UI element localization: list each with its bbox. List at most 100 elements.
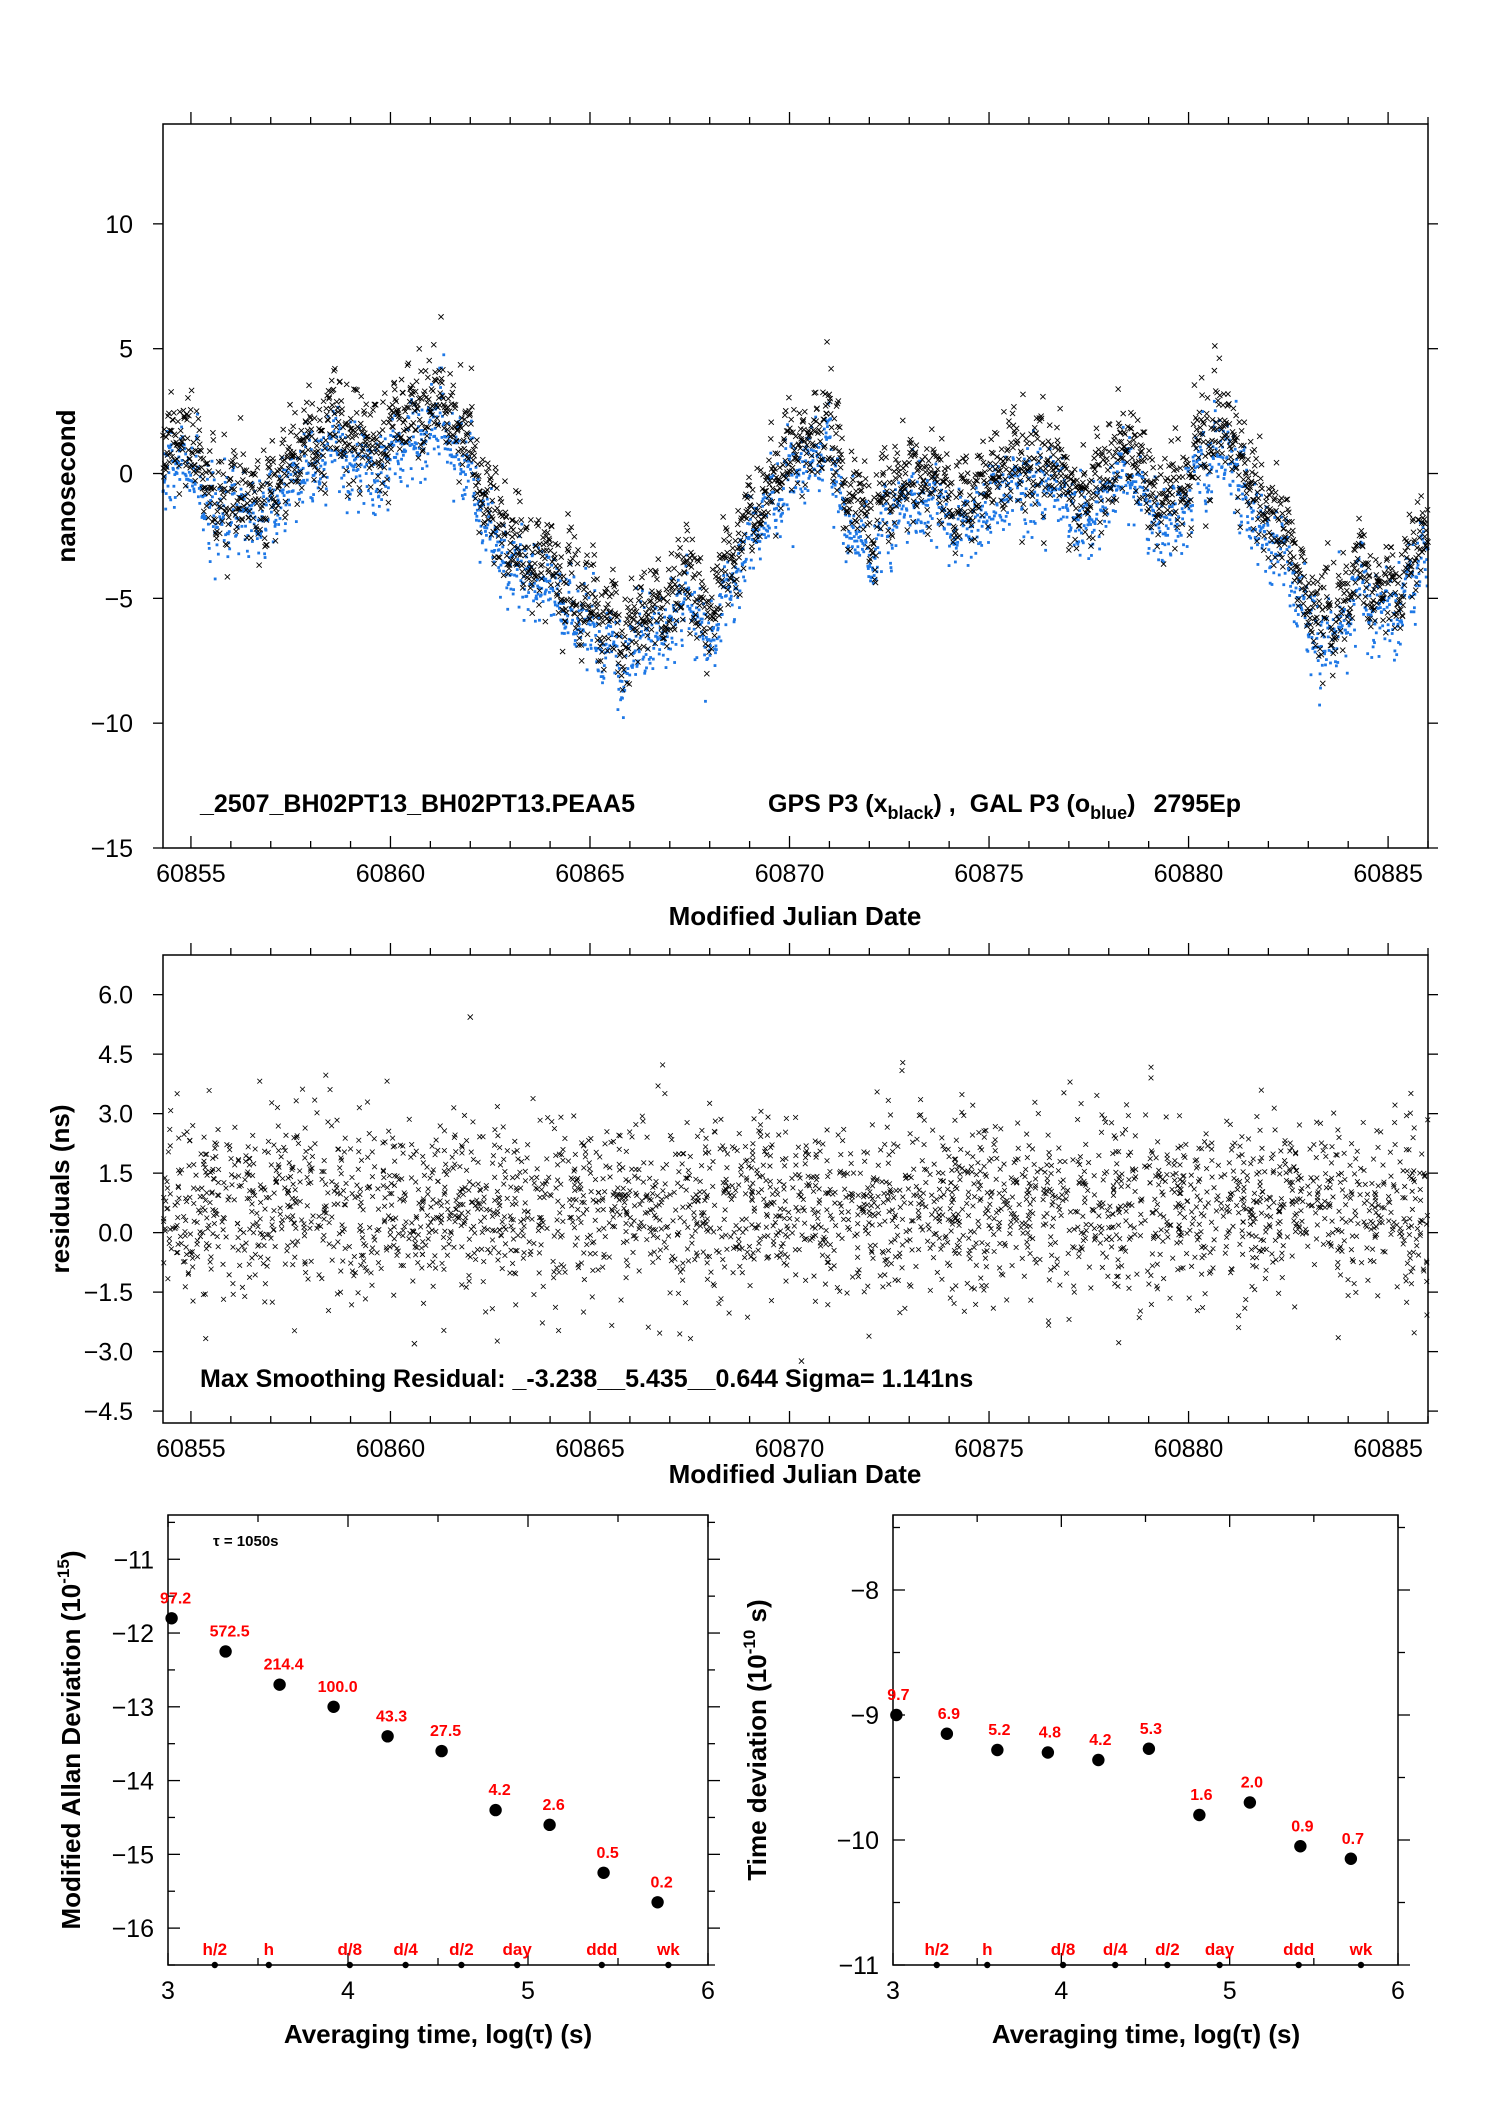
- gal-point: [851, 545, 854, 549]
- gps-point: [511, 543, 518, 550]
- gps-point: [524, 570, 531, 576]
- gal-point: [437, 452, 441, 456]
- gps-point: [234, 498, 241, 504]
- gal-point: [287, 490, 291, 494]
- gal-point: [587, 596, 591, 600]
- gal-point: [301, 466, 305, 470]
- gal-point: [246, 534, 250, 537]
- gps-point: [206, 448, 213, 455]
- gal-point: [626, 667, 630, 671]
- gal-point: [560, 619, 564, 623]
- gal-point: [964, 533, 968, 537]
- gal-point: [1175, 529, 1179, 532]
- gps-point: [532, 560, 538, 567]
- gal-point: [661, 653, 665, 657]
- gal-point: [829, 417, 833, 421]
- gal-point: [499, 595, 502, 599]
- gal-point: [1223, 471, 1227, 475]
- gal-point: [407, 440, 411, 444]
- gal-point: [275, 532, 279, 536]
- gal-point: [1023, 493, 1027, 497]
- gal-point: [604, 656, 608, 660]
- gal-point: [477, 499, 481, 503]
- gal-point: [444, 435, 447, 439]
- gal-point: [894, 544, 898, 548]
- gps-point: [351, 447, 358, 454]
- gal-point: [816, 464, 820, 468]
- gal-point: [1081, 541, 1085, 545]
- gal-point: [301, 500, 305, 504]
- gal-point: [442, 353, 446, 357]
- gal-point: [163, 478, 167, 482]
- gps-point: [468, 365, 475, 372]
- gps-point: [438, 313, 444, 320]
- gps-point: [484, 460, 491, 467]
- gal-point: [382, 481, 386, 485]
- gal-point: [724, 623, 728, 627]
- gal-point: [803, 501, 807, 505]
- gal-point: [376, 473, 380, 476]
- gal-point: [574, 644, 578, 648]
- gps-point: [454, 426, 461, 433]
- gal-point: [914, 531, 918, 534]
- gal-point: [1098, 547, 1102, 551]
- gal-point: [880, 570, 883, 574]
- gal-point: [1043, 507, 1047, 511]
- gal-point: [853, 548, 857, 552]
- gps-point: [507, 556, 514, 563]
- gps-point: [530, 567, 537, 573]
- gal-point: [599, 675, 603, 679]
- gal-point: [336, 453, 340, 457]
- gps-point: [263, 517, 270, 523]
- gal-point: [573, 639, 577, 642]
- gal-point: [173, 496, 177, 499]
- gal-point: [1068, 523, 1072, 527]
- gal-point: [231, 508, 235, 512]
- gps-point: [244, 490, 251, 497]
- gal-point: [604, 642, 608, 646]
- gal-point: [1029, 520, 1033, 523]
- gal-point: [1251, 517, 1254, 521]
- gps-point: [196, 427, 203, 434]
- gps-point: [218, 458, 225, 465]
- gps-point: [568, 524, 575, 531]
- gps-point: [266, 474, 273, 480]
- gps-point: [312, 437, 319, 444]
- gal-point: [645, 666, 648, 670]
- gal-point: [307, 462, 310, 466]
- gal-point: [1163, 515, 1166, 519]
- gal-point: [341, 432, 345, 436]
- gal-point: [1056, 498, 1060, 502]
- gal-point: [500, 559, 504, 563]
- gal-point: [548, 579, 552, 583]
- gal-point: [1236, 462, 1239, 466]
- gal-point: [807, 451, 810, 455]
- gal-point: [1367, 620, 1370, 624]
- gal-point: [1133, 485, 1137, 489]
- gal-point: [473, 503, 477, 507]
- gps-point: [391, 379, 398, 386]
- gps-point: [351, 445, 358, 452]
- gps-point: [430, 341, 437, 348]
- gal-point: [901, 504, 905, 508]
- gal-point: [1251, 529, 1255, 533]
- gal-point: [1096, 487, 1100, 491]
- gal-point: [176, 466, 180, 470]
- gps-point: [563, 580, 570, 587]
- gal-point: [544, 577, 548, 581]
- gal-point: [311, 499, 315, 503]
- gal-point: [276, 513, 280, 517]
- gal-point: [447, 435, 451, 439]
- gal-point: [1283, 571, 1287, 575]
- gps-point: [450, 433, 457, 439]
- gal-point: [652, 646, 656, 650]
- gps-point: [289, 453, 296, 460]
- gps-point: [429, 388, 436, 394]
- gal-point: [524, 567, 527, 571]
- gal-point: [1102, 509, 1106, 513]
- gal-point: [1087, 520, 1091, 524]
- gal-point: [1335, 647, 1339, 651]
- gps-point: [305, 431, 312, 437]
- gal-point: [609, 625, 613, 628]
- gal-point: [227, 530, 231, 534]
